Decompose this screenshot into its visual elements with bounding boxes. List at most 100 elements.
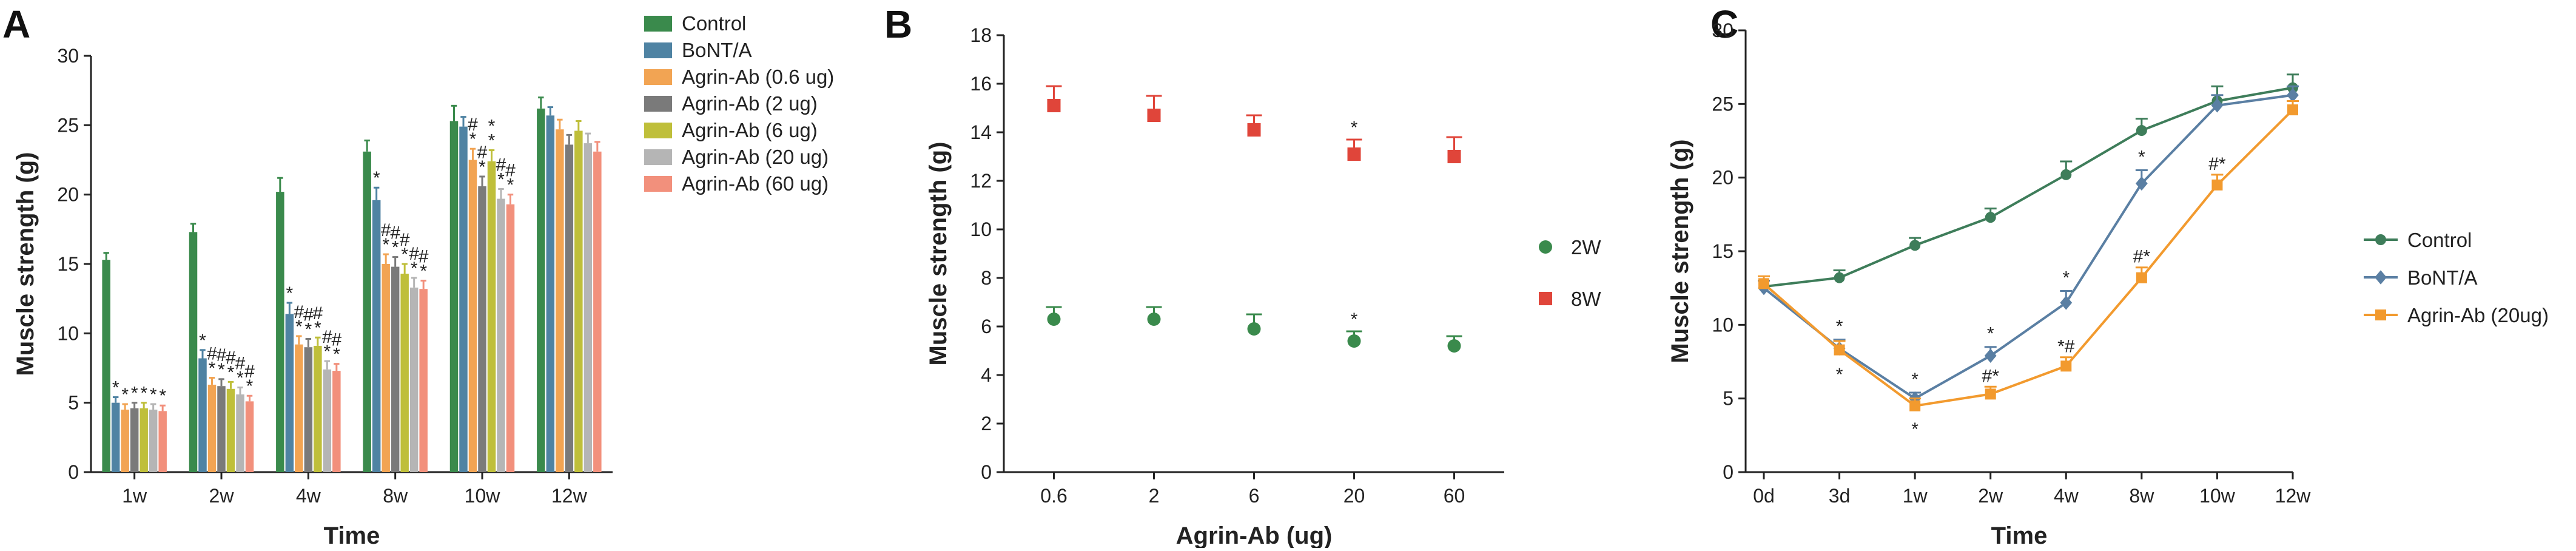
panel-a-bar-agrin-ab-60-ug-2w bbox=[245, 401, 254, 472]
panel-c-x-tick-label: 1w bbox=[1903, 485, 1928, 507]
panel-b-point-8w-60 bbox=[1447, 150, 1461, 163]
panel-b-y-tick-label: 14 bbox=[970, 121, 992, 143]
panel-b-point-8w-6 bbox=[1247, 123, 1261, 137]
panel-a-significance-label: * bbox=[112, 378, 119, 398]
panel-c-point-agrin-ab-20ug-4w bbox=[2060, 360, 2072, 372]
panel-c-point-agrin-ab-20ug-2w bbox=[1985, 388, 1996, 400]
panel-a-bar-control-8w bbox=[363, 151, 371, 472]
panel-b-y-tick-label: 16 bbox=[970, 73, 992, 95]
panel-c-y-tick-label: 5 bbox=[1723, 388, 1734, 410]
panel-a-bar-agrin-ab-6-ug-12w bbox=[574, 130, 583, 473]
panel-b-y-tick-label: 6 bbox=[981, 316, 992, 337]
panel-a-significance-label: # bbox=[207, 344, 217, 364]
panel-a-significance-label: * bbox=[237, 368, 244, 388]
panel-a-significance-label: * bbox=[159, 386, 166, 406]
panel-c-significance-label: * bbox=[1836, 317, 1843, 337]
panel-a-bar-agrin-ab-0-6-ug-8w bbox=[382, 264, 390, 472]
panel-a-significance-label: * bbox=[121, 385, 129, 405]
panel-c-point-agrin-ab-20ug-8w bbox=[2136, 272, 2147, 283]
panel-a-x-axis-title: Time bbox=[324, 522, 380, 548]
panel-a-significance-label: * bbox=[218, 360, 225, 380]
panel-a-legend-label-agrin-ab-2-ug: Agrin-Ab (2 ug) bbox=[682, 92, 818, 115]
panel-a-bar-agrin-ab-0-6-ug-4w bbox=[295, 344, 303, 472]
panel-c-significance-label: * bbox=[1987, 324, 1994, 344]
panel-c-point-bont-a-8w bbox=[2135, 176, 2148, 191]
panel-b-point-8w-20 bbox=[1347, 147, 1361, 161]
panel-a-y-tick-label: 15 bbox=[57, 253, 79, 275]
panel-a-bar-control-2w bbox=[189, 232, 198, 472]
panel-a-legend-swatch-control bbox=[644, 16, 672, 32]
panel-a-y-tick-label: 30 bbox=[57, 45, 79, 67]
panel-a-y-axis-title: Muscle strength (g) bbox=[12, 152, 39, 376]
panel-c-line-control bbox=[1763, 86, 2293, 288]
panel-a-significance-label: * bbox=[420, 261, 427, 281]
panel-a-significance-label: # bbox=[390, 223, 400, 243]
panel-c-legend-label-control: Control bbox=[2407, 229, 2472, 251]
panel-c-significance-label: * bbox=[1836, 365, 1843, 385]
panel-b-x-axis-title: Agrin-Ab (ug) bbox=[1176, 522, 1333, 548]
panel-a-bar-agrin-ab-20-ug-12w bbox=[583, 143, 593, 472]
panel-a-significance-label: * bbox=[295, 317, 303, 337]
panel-a-bar-agrin-ab-0-6-ug-2w bbox=[207, 384, 217, 472]
panel-a-significance-label: * bbox=[507, 175, 514, 195]
panel-c-point-control-1w bbox=[1909, 240, 1921, 251]
panel-c-point-agrin-ab-20ug-1w bbox=[1909, 400, 1921, 411]
panel-a-bar-bont-a-1w bbox=[111, 402, 120, 472]
panel-c-y-tick-label: 20 bbox=[1712, 167, 1734, 189]
panel-a-bar-agrin-ab-60-ug-4w bbox=[332, 371, 341, 472]
panel-a-significance-label: * bbox=[246, 376, 254, 396]
panel-c-x-tick-label: 0d bbox=[1753, 485, 1775, 507]
panel-a-bar-agrin-ab-2-ug-8w bbox=[391, 266, 400, 472]
panel-b-legend-label-2w: 2W bbox=[1571, 236, 1601, 259]
panel-a-legend-label-agrin-ab-6-ug: Agrin-Ab (6 ug) bbox=[682, 119, 818, 141]
panel-a-significance-label: * bbox=[199, 331, 206, 351]
panel-c-point-bont-a-2w bbox=[1984, 348, 1997, 363]
panel-c-point-control-8w bbox=[2136, 125, 2147, 137]
panel-c-x-tick-label: 12w bbox=[2275, 485, 2312, 507]
panel-a-bar-agrin-ab-0-6-ug-1w bbox=[121, 410, 129, 472]
panel-a-bar-control-10w bbox=[449, 121, 459, 472]
panel-a-significance-label: # bbox=[477, 143, 488, 163]
panel-b-significance-label: * bbox=[1351, 309, 1358, 330]
panel-b-x-tick-label: 20 bbox=[1343, 485, 1365, 507]
panel-a-bar-bont-a-2w bbox=[198, 358, 207, 472]
panel-a-significance-label: # bbox=[303, 305, 314, 325]
panel-c-point-agrin-ab-20ug-12w bbox=[2287, 104, 2298, 116]
panel-c-significance-label: #* bbox=[2133, 247, 2151, 267]
panel-a-bar-agrin-ab-0-6-ug-12w bbox=[556, 129, 564, 472]
panel-a-bar-agrin-ab-20-ug-10w bbox=[497, 198, 505, 472]
panel-c-significance-label: * bbox=[2062, 268, 2070, 288]
panel-a-significance-label: # bbox=[235, 354, 246, 374]
panel-b-x-tick-label: 2 bbox=[1149, 485, 1160, 507]
panel-c-x-tick-label: 8w bbox=[2129, 485, 2154, 507]
panel-a-significance-label: * bbox=[488, 130, 496, 150]
panel-a-significance-label: # bbox=[409, 244, 419, 264]
panel-a-significance-label: * bbox=[150, 385, 157, 405]
panel-a-legend-label-agrin-ab-20-ug: Agrin-Ab (20 ug) bbox=[682, 146, 829, 168]
panel-a-significance-label: * bbox=[131, 384, 138, 404]
panel-b-point-2w-20 bbox=[1347, 334, 1361, 348]
panel-a-bar-agrin-ab-20-ug-4w bbox=[323, 369, 332, 472]
panel-b-y-tick-label: 12 bbox=[970, 170, 992, 192]
panel-a-y-tick-label: 20 bbox=[57, 184, 79, 206]
panel-b-x-tick-label: 6 bbox=[1249, 485, 1260, 507]
panel-c-line-agrin-ab-20ug bbox=[1763, 109, 2294, 407]
panel-c-y-tick-label: 30 bbox=[1712, 19, 1734, 41]
panel-a-legend-swatch-agrin-ab-0-6-ug bbox=[644, 69, 672, 85]
panel-b-y-tick-label: 10 bbox=[970, 218, 992, 240]
panel-c-x-axis-title: Time bbox=[1991, 522, 2048, 548]
panel-a-x-tick-label: 4w bbox=[296, 485, 321, 507]
panel-c-x-tick-label: 10w bbox=[2199, 485, 2236, 507]
panel-c-legend-marker-bont-a bbox=[2375, 270, 2387, 285]
panel-c-legend-label-bont-a: BoNT/A bbox=[2407, 266, 2478, 289]
panel-a-legend-label-agrin-ab-60-ug: Agrin-Ab (60 ug) bbox=[682, 172, 829, 195]
panel-b-point-2w-2 bbox=[1147, 313, 1161, 326]
panel-b-legend-label-8w: 8W bbox=[1571, 288, 1601, 310]
panel-b-point-2w-6 bbox=[1247, 322, 1261, 336]
panel-c-y-tick-label: 10 bbox=[1712, 314, 1734, 336]
panel-a-significance-label: # bbox=[381, 220, 391, 240]
panel-c-significance-label: #* bbox=[1982, 366, 2000, 386]
panel-a-significance-label: * bbox=[479, 157, 486, 177]
